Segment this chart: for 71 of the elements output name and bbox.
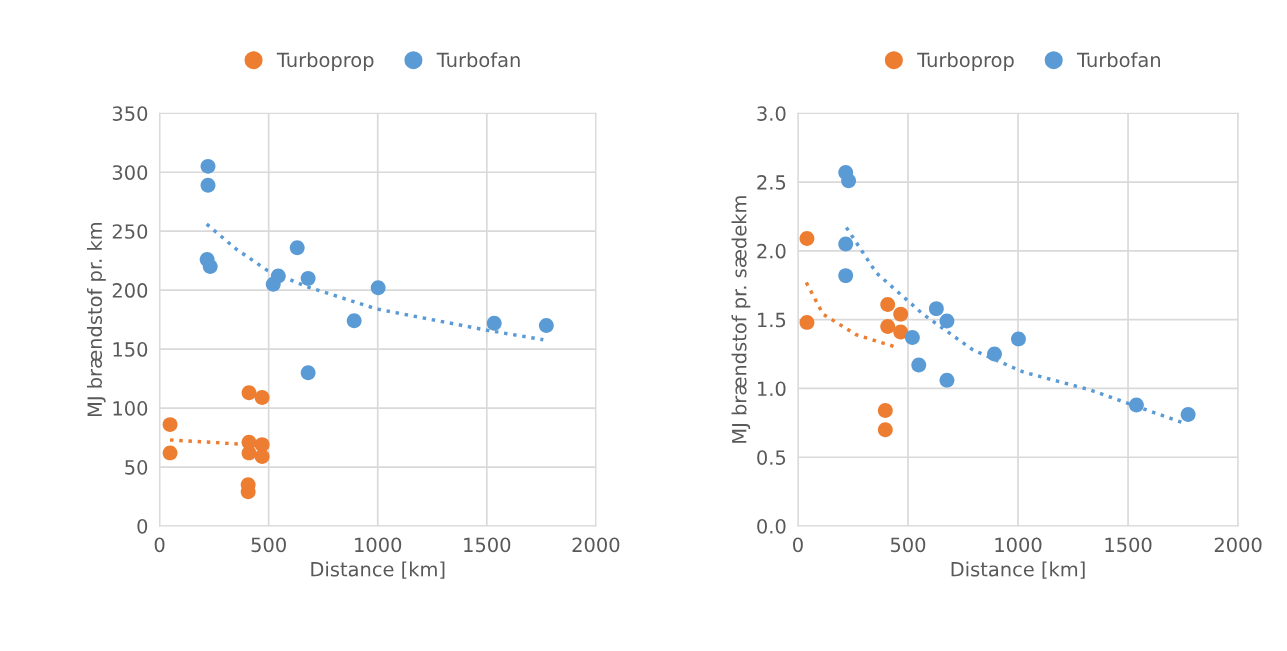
legend-label: Turboprop xyxy=(276,52,374,72)
point xyxy=(538,318,554,333)
x-tick-label: 1500 xyxy=(1105,537,1152,553)
point xyxy=(799,314,815,330)
y-tick-label: 2.5 xyxy=(757,175,786,190)
point xyxy=(241,385,257,401)
point xyxy=(162,417,178,433)
legend-label: Turboprop xyxy=(917,52,1014,72)
point xyxy=(1011,331,1026,347)
point xyxy=(904,330,920,345)
x-tick-label: 1000 xyxy=(355,537,402,553)
point xyxy=(202,259,218,275)
point xyxy=(838,268,854,284)
y-tick-label: 1.5 xyxy=(758,312,786,328)
point xyxy=(1180,407,1196,423)
y-tick-label: 0 xyxy=(137,518,148,534)
point xyxy=(880,297,896,312)
y-tick-label: 0.5 xyxy=(757,450,786,465)
point xyxy=(877,403,893,418)
point xyxy=(838,236,854,252)
point xyxy=(928,301,944,317)
y-tick-label: 3.0 xyxy=(757,106,786,121)
point xyxy=(799,231,815,246)
point xyxy=(841,173,857,189)
point xyxy=(987,346,1002,362)
y-tick-label: 250 xyxy=(112,224,148,239)
y-tick-label: 200 xyxy=(112,283,148,298)
x-tick-label: 0 xyxy=(154,537,165,553)
point xyxy=(877,422,893,438)
point xyxy=(162,445,178,461)
point xyxy=(911,357,927,373)
x-tick-label: 2000 xyxy=(1214,537,1262,553)
y-axis-title: MJ brændstof pr. sædekm xyxy=(731,196,751,443)
point xyxy=(1128,397,1144,413)
x-tick-label: 1500 xyxy=(464,537,511,553)
point xyxy=(200,158,216,174)
y-tick-label: 1.0 xyxy=(758,381,786,397)
y-tick-label: 100 xyxy=(113,401,148,416)
y-tick-label: 50 xyxy=(125,460,148,475)
point xyxy=(880,319,896,334)
y-tick-label: 0.0 xyxy=(757,518,786,534)
point xyxy=(270,268,286,284)
point xyxy=(486,315,502,331)
y-tick-label: 350 xyxy=(112,106,148,121)
point xyxy=(370,280,386,296)
point xyxy=(939,372,955,388)
legend-label: Turbofan xyxy=(1076,52,1160,68)
point xyxy=(346,313,362,329)
point xyxy=(289,240,305,256)
point xyxy=(254,390,270,405)
x-tick-label: 0 xyxy=(793,537,803,553)
legend-label: Turbofan xyxy=(436,52,520,68)
point xyxy=(893,306,909,322)
x-tick-label: 500 xyxy=(890,537,926,553)
y-tick-label: 2.0 xyxy=(757,243,786,259)
point xyxy=(300,270,316,286)
point xyxy=(254,448,270,464)
y-axis-title: MJ brændstof pr. km xyxy=(86,222,106,417)
y-tick-label: 150 xyxy=(113,342,148,357)
point xyxy=(241,445,257,461)
x-tick-label: 2000 xyxy=(572,537,620,553)
x-tick-label: 1000 xyxy=(995,537,1042,553)
point xyxy=(200,177,216,193)
y-tick-label: 300 xyxy=(112,165,148,180)
line-series xyxy=(204,222,546,342)
x-tick-label: 500 xyxy=(251,537,286,553)
point xyxy=(939,313,955,329)
point xyxy=(893,324,909,340)
x-axis-title: Distance [km] xyxy=(951,561,1085,579)
point xyxy=(300,365,316,381)
x-axis-title: Distance [km] xyxy=(311,561,445,579)
